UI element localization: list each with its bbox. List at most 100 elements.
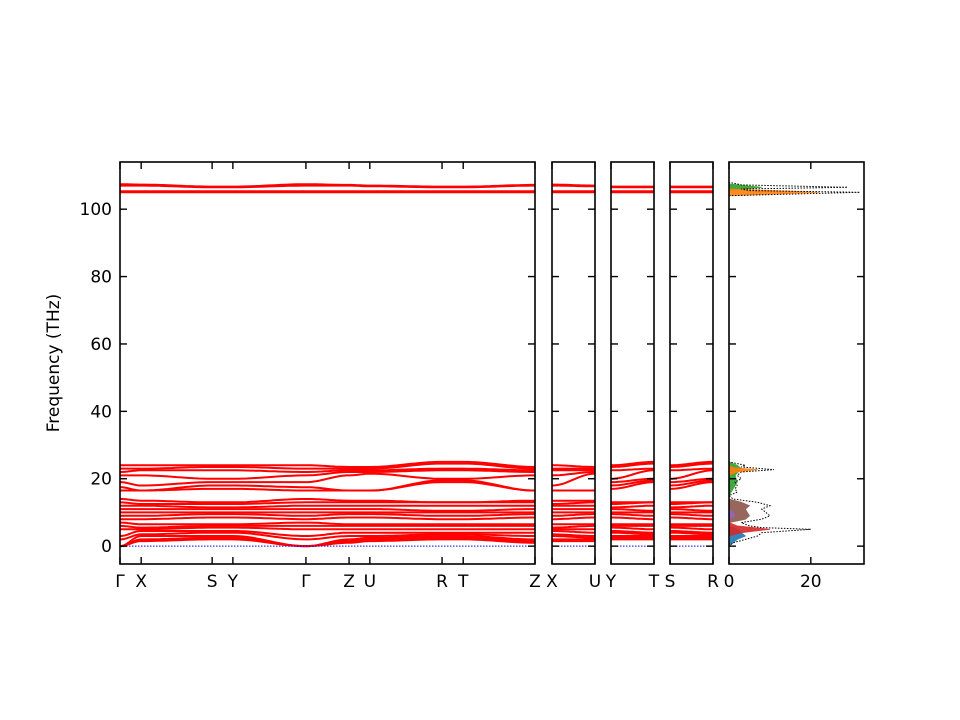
band-line [670, 508, 714, 512]
k-point-label: R [436, 572, 448, 592]
band-line [610, 481, 655, 490]
band-line [670, 531, 713, 536]
band-line [611, 508, 655, 512]
band-line [669, 460, 713, 467]
k-point-label: T [457, 572, 469, 592]
band-line [551, 472, 596, 487]
band-line [669, 481, 714, 490]
band-line [610, 479, 655, 487]
band-line [611, 526, 654, 531]
axes-frame [119, 161, 536, 565]
band-line [670, 467, 714, 472]
band-line [119, 535, 535, 548]
k-point-label: Z [343, 572, 355, 592]
k-point-label: U [589, 572, 601, 592]
band-line [611, 531, 654, 536]
dos-panel: 0 20 [724, 161, 865, 592]
band-line [611, 513, 654, 517]
band-line [120, 183, 535, 188]
axes-frame [551, 161, 596, 565]
band-line [120, 521, 535, 526]
axes-frame [669, 161, 714, 565]
band-line [552, 513, 595, 517]
k-point-label: X [546, 572, 558, 592]
band-line [611, 477, 655, 484]
band-line [610, 460, 654, 467]
band-line [552, 535, 595, 539]
band-line [670, 469, 714, 480]
band-line [120, 498, 535, 504]
dos-total-line [729, 181, 860, 550]
band-line [611, 467, 655, 472]
band-line [552, 530, 596, 534]
y-tick-label: 60 [90, 335, 112, 355]
band-line [552, 501, 596, 505]
band-line [611, 504, 654, 509]
k-point-label: Z [529, 572, 541, 592]
band-line [611, 516, 654, 521]
axes-frame [728, 161, 865, 565]
band-line [551, 533, 595, 537]
band-line [120, 531, 535, 541]
y-tick-label: 40 [90, 402, 112, 422]
band-line [120, 467, 535, 473]
band-line [670, 504, 713, 509]
dos-partial-area [729, 498, 751, 524]
dos-partial-area [729, 508, 736, 520]
y-axis-title: Frequency (THz) [44, 294, 64, 433]
band-line [670, 516, 713, 521]
band-line [120, 526, 535, 531]
axes-frame [610, 161, 655, 565]
k-point-label: Γ [301, 572, 311, 592]
band-line [120, 516, 535, 521]
band-line [670, 477, 714, 484]
band-line [120, 508, 535, 512]
band-line [611, 530, 655, 534]
band-line [120, 479, 536, 492]
dos-series [729, 181, 860, 550]
k-point-label: S [207, 572, 218, 592]
band-line [551, 471, 595, 477]
k-point-label: R [707, 572, 719, 592]
y-tick-label: 100 [80, 200, 112, 220]
band-line [670, 526, 713, 531]
k-point-label: Y [605, 572, 617, 592]
dos-partial-area [729, 188, 820, 476]
band-line [120, 469, 535, 480]
band-line [120, 460, 536, 468]
band-line [669, 479, 714, 487]
band-line [670, 530, 714, 534]
band-line [552, 516, 595, 521]
dos-partial-area [729, 522, 770, 537]
band-line [669, 462, 713, 468]
band-line [120, 524, 535, 529]
band-line [120, 504, 535, 509]
band-line [120, 462, 535, 470]
dos-x-tick-label: 0 [724, 572, 735, 592]
dos-x-tick-label: 20 [800, 572, 822, 592]
k-point-label: Y [227, 572, 239, 592]
band-line [120, 513, 535, 517]
band-line [610, 462, 654, 468]
band-line [552, 183, 595, 187]
band-line [120, 472, 535, 487]
band-line [120, 481, 535, 492]
band-line [670, 513, 713, 517]
dos-partial-area [729, 183, 762, 497]
y-tick-label: 80 [90, 268, 112, 288]
y-tick-label: 0 [101, 537, 112, 557]
k-point-label: Γ [115, 572, 125, 592]
k-point-label: X [135, 572, 147, 592]
band-line [552, 524, 595, 529]
k-point-label: U [364, 572, 376, 592]
band-line [552, 464, 596, 468]
k-point-label: T [648, 572, 660, 592]
band-line [611, 469, 655, 480]
band-line [120, 530, 535, 537]
y-tick-label: 20 [90, 470, 112, 490]
